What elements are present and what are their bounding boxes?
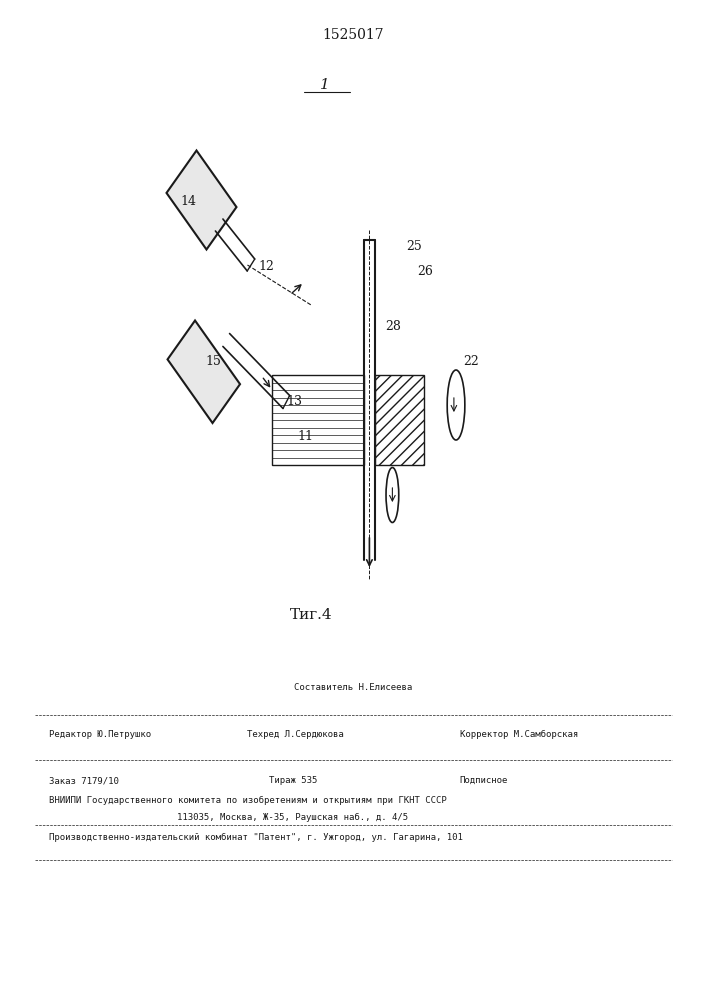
Text: 14: 14 <box>180 195 197 208</box>
Text: Заказ 7179/10: Заказ 7179/10 <box>49 776 119 785</box>
Text: 15: 15 <box>205 355 221 368</box>
Ellipse shape <box>386 468 399 522</box>
Ellipse shape <box>447 370 464 440</box>
Text: Корректор М.Самборская: Корректор М.Самборская <box>460 730 578 739</box>
Text: 28: 28 <box>385 320 401 333</box>
Bar <box>375 375 424 465</box>
Text: 11: 11 <box>297 430 313 443</box>
Text: Тираж 535: Тираж 535 <box>269 776 317 785</box>
Text: 25: 25 <box>407 240 422 253</box>
Text: 13: 13 <box>286 395 303 408</box>
Text: 113035, Москва, Ж-35, Раушская наб., д. 4/5: 113035, Москва, Ж-35, Раушская наб., д. … <box>177 813 408 822</box>
Text: Τиг.4: Τиг.4 <box>290 608 332 622</box>
Text: 26: 26 <box>417 265 433 278</box>
Text: 1: 1 <box>320 78 330 92</box>
Text: Техред Л.Сердюкова: Техред Л.Сердюкова <box>247 730 344 739</box>
Text: 22: 22 <box>463 355 479 368</box>
Text: Производственно-издательский комбинат "Патент", г. Ужгород, ул. Гагарина, 101: Производственно-издательский комбинат "П… <box>49 833 463 842</box>
Bar <box>272 375 364 465</box>
Text: ВНИИПИ Государственного комитета по изобретениям и открытиям при ГКНТ СССР: ВНИИПИ Государственного комитета по изоб… <box>49 796 448 805</box>
FancyBboxPatch shape <box>168 321 240 423</box>
Text: Подписное: Подписное <box>460 776 508 785</box>
Text: Составитель Н.Елисеева: Составитель Н.Елисеева <box>294 683 413 692</box>
Text: Редактор Ю.Петрушко: Редактор Ю.Петрушко <box>49 730 151 739</box>
Text: 12: 12 <box>258 260 274 273</box>
Text: 1525017: 1525017 <box>322 28 385 42</box>
FancyBboxPatch shape <box>167 151 236 249</box>
